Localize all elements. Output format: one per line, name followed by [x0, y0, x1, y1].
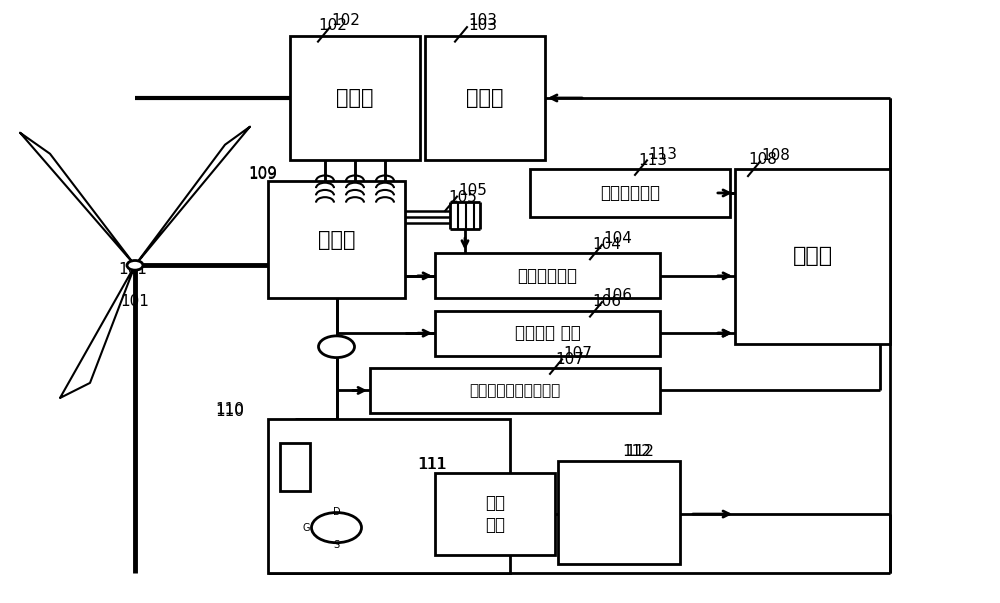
- Text: 103: 103: [468, 13, 497, 28]
- Text: 109: 109: [248, 167, 277, 182]
- Text: 102: 102: [331, 13, 360, 28]
- Text: 113: 113: [648, 147, 677, 162]
- Text: D: D: [333, 507, 340, 517]
- Text: 110: 110: [215, 402, 244, 417]
- Bar: [735, 169, 890, 344]
- Bar: [290, 36, 420, 160]
- Text: 112: 112: [622, 444, 651, 459]
- Bar: [530, 169, 730, 217]
- Bar: [435, 253, 660, 298]
- Text: 105: 105: [458, 183, 487, 198]
- Text: 发电机: 发电机: [336, 88, 374, 108]
- Text: 控制器: 控制器: [792, 246, 833, 267]
- Text: G: G: [303, 523, 310, 532]
- Text: 104: 104: [603, 231, 632, 246]
- Text: 107: 107: [563, 346, 592, 361]
- Text: 107: 107: [555, 352, 584, 367]
- Text: 整流桥: 整流桥: [318, 230, 355, 250]
- Text: 109: 109: [248, 166, 277, 181]
- Text: 用电
部分: 用电 部分: [485, 494, 505, 534]
- Text: 直流母线电压检测电路: 直流母线电压检测电路: [469, 383, 561, 398]
- Text: S: S: [333, 540, 340, 550]
- Bar: [425, 36, 545, 160]
- Text: 101: 101: [118, 262, 147, 277]
- Text: 108: 108: [748, 152, 777, 167]
- Text: 103: 103: [468, 18, 497, 33]
- Circle shape: [318, 336, 354, 358]
- Text: 110: 110: [215, 404, 244, 419]
- Circle shape: [312, 513, 362, 543]
- Bar: [280, 443, 310, 491]
- Text: 刹车盘: 刹车盘: [466, 88, 504, 108]
- Bar: [435, 311, 660, 356]
- Text: 转速检测 电路: 转速检测 电路: [515, 324, 580, 342]
- Text: 电流检测电路: 电流检测电路: [600, 184, 660, 202]
- Text: 113: 113: [638, 153, 667, 168]
- Text: 101: 101: [120, 294, 149, 309]
- Text: 108: 108: [761, 148, 790, 163]
- Text: 104: 104: [592, 237, 621, 252]
- Bar: [268, 181, 405, 298]
- Text: 105: 105: [448, 190, 477, 205]
- Text: 111: 111: [418, 456, 447, 472]
- Bar: [435, 473, 555, 555]
- Text: 电磁制动电路: 电磁制动电路: [518, 267, 578, 285]
- Text: 106: 106: [592, 294, 621, 309]
- Text: 111: 111: [417, 456, 446, 472]
- Bar: [558, 461, 680, 564]
- Circle shape: [127, 260, 143, 270]
- Text: 106: 106: [603, 288, 632, 303]
- Text: 112: 112: [625, 444, 654, 459]
- Bar: [268, 419, 510, 573]
- Bar: [370, 368, 660, 413]
- Text: 102: 102: [318, 18, 347, 33]
